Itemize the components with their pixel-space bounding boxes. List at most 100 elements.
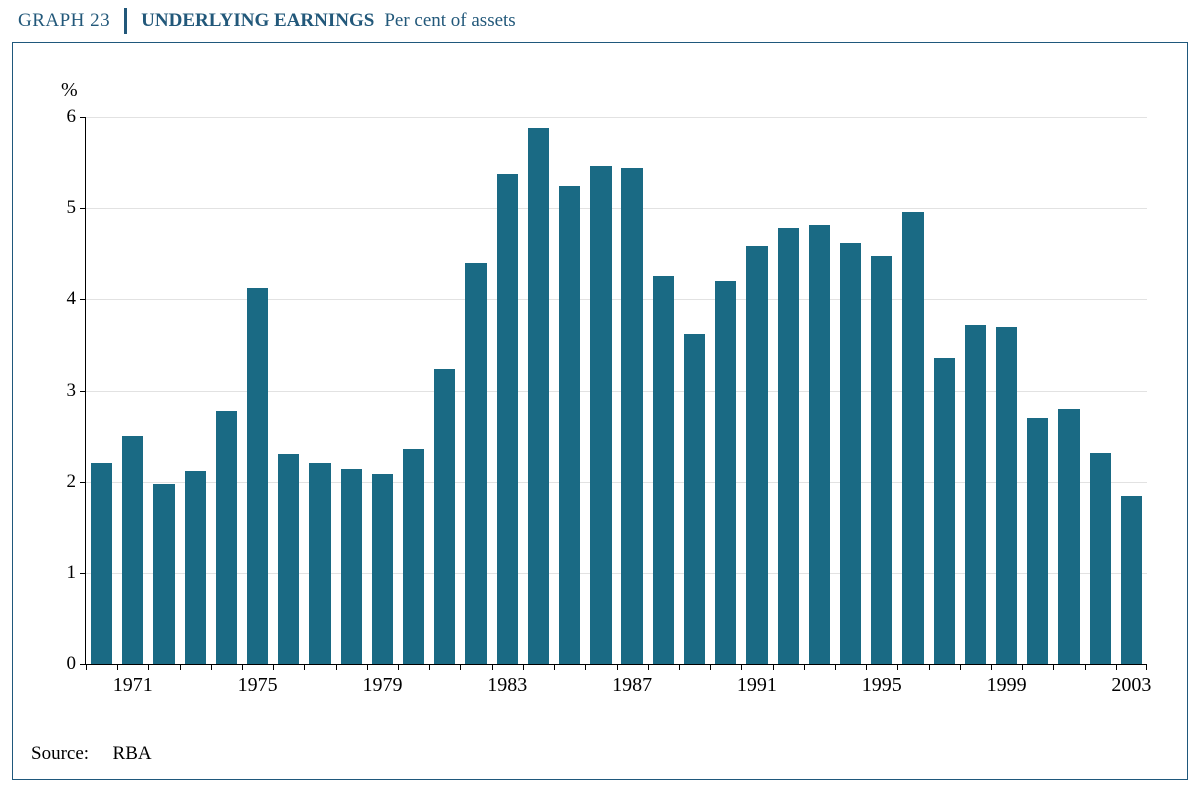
bar <box>746 246 767 664</box>
x-tick-mark <box>148 664 149 670</box>
bar <box>247 288 268 664</box>
y-tick-mark <box>80 573 86 574</box>
y-tick-label: 3 <box>67 380 77 402</box>
bar <box>1090 453 1111 665</box>
y-tick-mark <box>80 299 86 300</box>
y-tick-label: 2 <box>67 471 77 493</box>
x-tick-mark <box>554 664 555 670</box>
x-tick-mark <box>648 664 649 670</box>
x-tick-mark <box>398 664 399 670</box>
x-tick-mark <box>523 664 524 670</box>
gridline <box>86 573 1147 574</box>
x-tick-mark <box>866 664 867 670</box>
bar <box>341 469 362 664</box>
bar <box>528 128 549 664</box>
x-tick-mark <box>773 664 774 670</box>
x-tick-mark <box>710 664 711 670</box>
x-tick-mark <box>1146 664 1147 670</box>
bar <box>153 484 174 665</box>
chart-title-main: UNDERLYING EARNINGS <box>141 10 374 31</box>
y-tick-mark <box>80 391 86 392</box>
x-tick-mark <box>897 664 898 670</box>
gridline <box>86 391 1147 392</box>
bar <box>465 263 486 664</box>
y-axis-unit: % <box>61 79 78 102</box>
plot-area: 0123456197119751979198319871991199519992… <box>85 117 1147 665</box>
bar <box>216 411 237 664</box>
x-tick-label: 1999 <box>987 674 1027 697</box>
x-tick-label: 1995 <box>862 674 902 697</box>
header-divider <box>124 8 127 34</box>
x-tick-mark <box>304 664 305 670</box>
x-tick-mark <box>242 664 243 670</box>
x-tick-mark <box>585 664 586 670</box>
x-tick-mark <box>460 664 461 670</box>
x-tick-mark <box>1116 664 1117 670</box>
bar <box>122 436 143 664</box>
x-tick-mark <box>492 664 493 670</box>
source-text: RBA <box>113 743 152 764</box>
bar <box>778 228 799 664</box>
y-tick-mark <box>80 117 86 118</box>
x-tick-label: 1979 <box>362 674 402 697</box>
x-tick-mark <box>1022 664 1023 670</box>
x-tick-mark <box>1053 664 1054 670</box>
x-tick-mark <box>1085 664 1086 670</box>
x-tick-label: 2003 <box>1111 674 1151 697</box>
chart-title: UNDERLYING EARNINGS Per cent of assets <box>141 10 516 32</box>
bar <box>185 471 206 664</box>
x-tick-mark <box>991 664 992 670</box>
bar <box>403 449 424 664</box>
chart-frame: % 01234561971197519791983198719911995199… <box>12 42 1188 780</box>
bar <box>934 358 955 664</box>
bar <box>1058 409 1079 664</box>
x-tick-mark <box>117 664 118 670</box>
bar <box>309 463 330 664</box>
x-tick-label: 1983 <box>487 674 527 697</box>
bar <box>590 166 611 664</box>
bar <box>684 334 705 664</box>
x-tick-mark <box>429 664 430 670</box>
bar <box>715 281 736 664</box>
bar <box>840 243 861 664</box>
chart-title-sub: Per cent of assets <box>384 10 515 31</box>
y-tick-label: 6 <box>67 106 77 128</box>
x-tick-label: 1987 <box>612 674 652 697</box>
x-tick-mark <box>273 664 274 670</box>
bar <box>559 186 580 664</box>
x-tick-mark <box>804 664 805 670</box>
y-tick-label: 0 <box>67 653 77 675</box>
bar <box>653 276 674 664</box>
x-tick-mark <box>211 664 212 670</box>
source-line: Source: RBA <box>31 743 152 765</box>
x-tick-mark <box>960 664 961 670</box>
y-tick-label: 5 <box>67 197 77 219</box>
x-tick-mark <box>929 664 930 670</box>
gridline <box>86 299 1147 300</box>
source-label: Source: <box>31 743 89 764</box>
bar <box>621 168 642 664</box>
x-tick-mark <box>741 664 742 670</box>
bar <box>1027 418 1048 664</box>
x-tick-mark <box>367 664 368 670</box>
x-tick-mark <box>679 664 680 670</box>
x-tick-mark <box>86 664 87 670</box>
x-tick-mark <box>336 664 337 670</box>
bar <box>434 369 455 664</box>
x-tick-mark <box>180 664 181 670</box>
bar <box>91 463 112 664</box>
x-tick-mark <box>835 664 836 670</box>
bar <box>497 174 518 664</box>
x-tick-label: 1991 <box>737 674 777 697</box>
bar <box>278 454 299 664</box>
gridline <box>86 208 1147 209</box>
bar <box>902 212 923 664</box>
x-tick-label: 1971 <box>113 674 153 697</box>
gridline <box>86 117 1147 118</box>
y-tick-label: 1 <box>67 562 77 584</box>
bar <box>1121 496 1142 664</box>
bar <box>996 327 1017 664</box>
y-tick-mark <box>80 208 86 209</box>
bar <box>372 474 393 664</box>
bar <box>809 225 830 664</box>
